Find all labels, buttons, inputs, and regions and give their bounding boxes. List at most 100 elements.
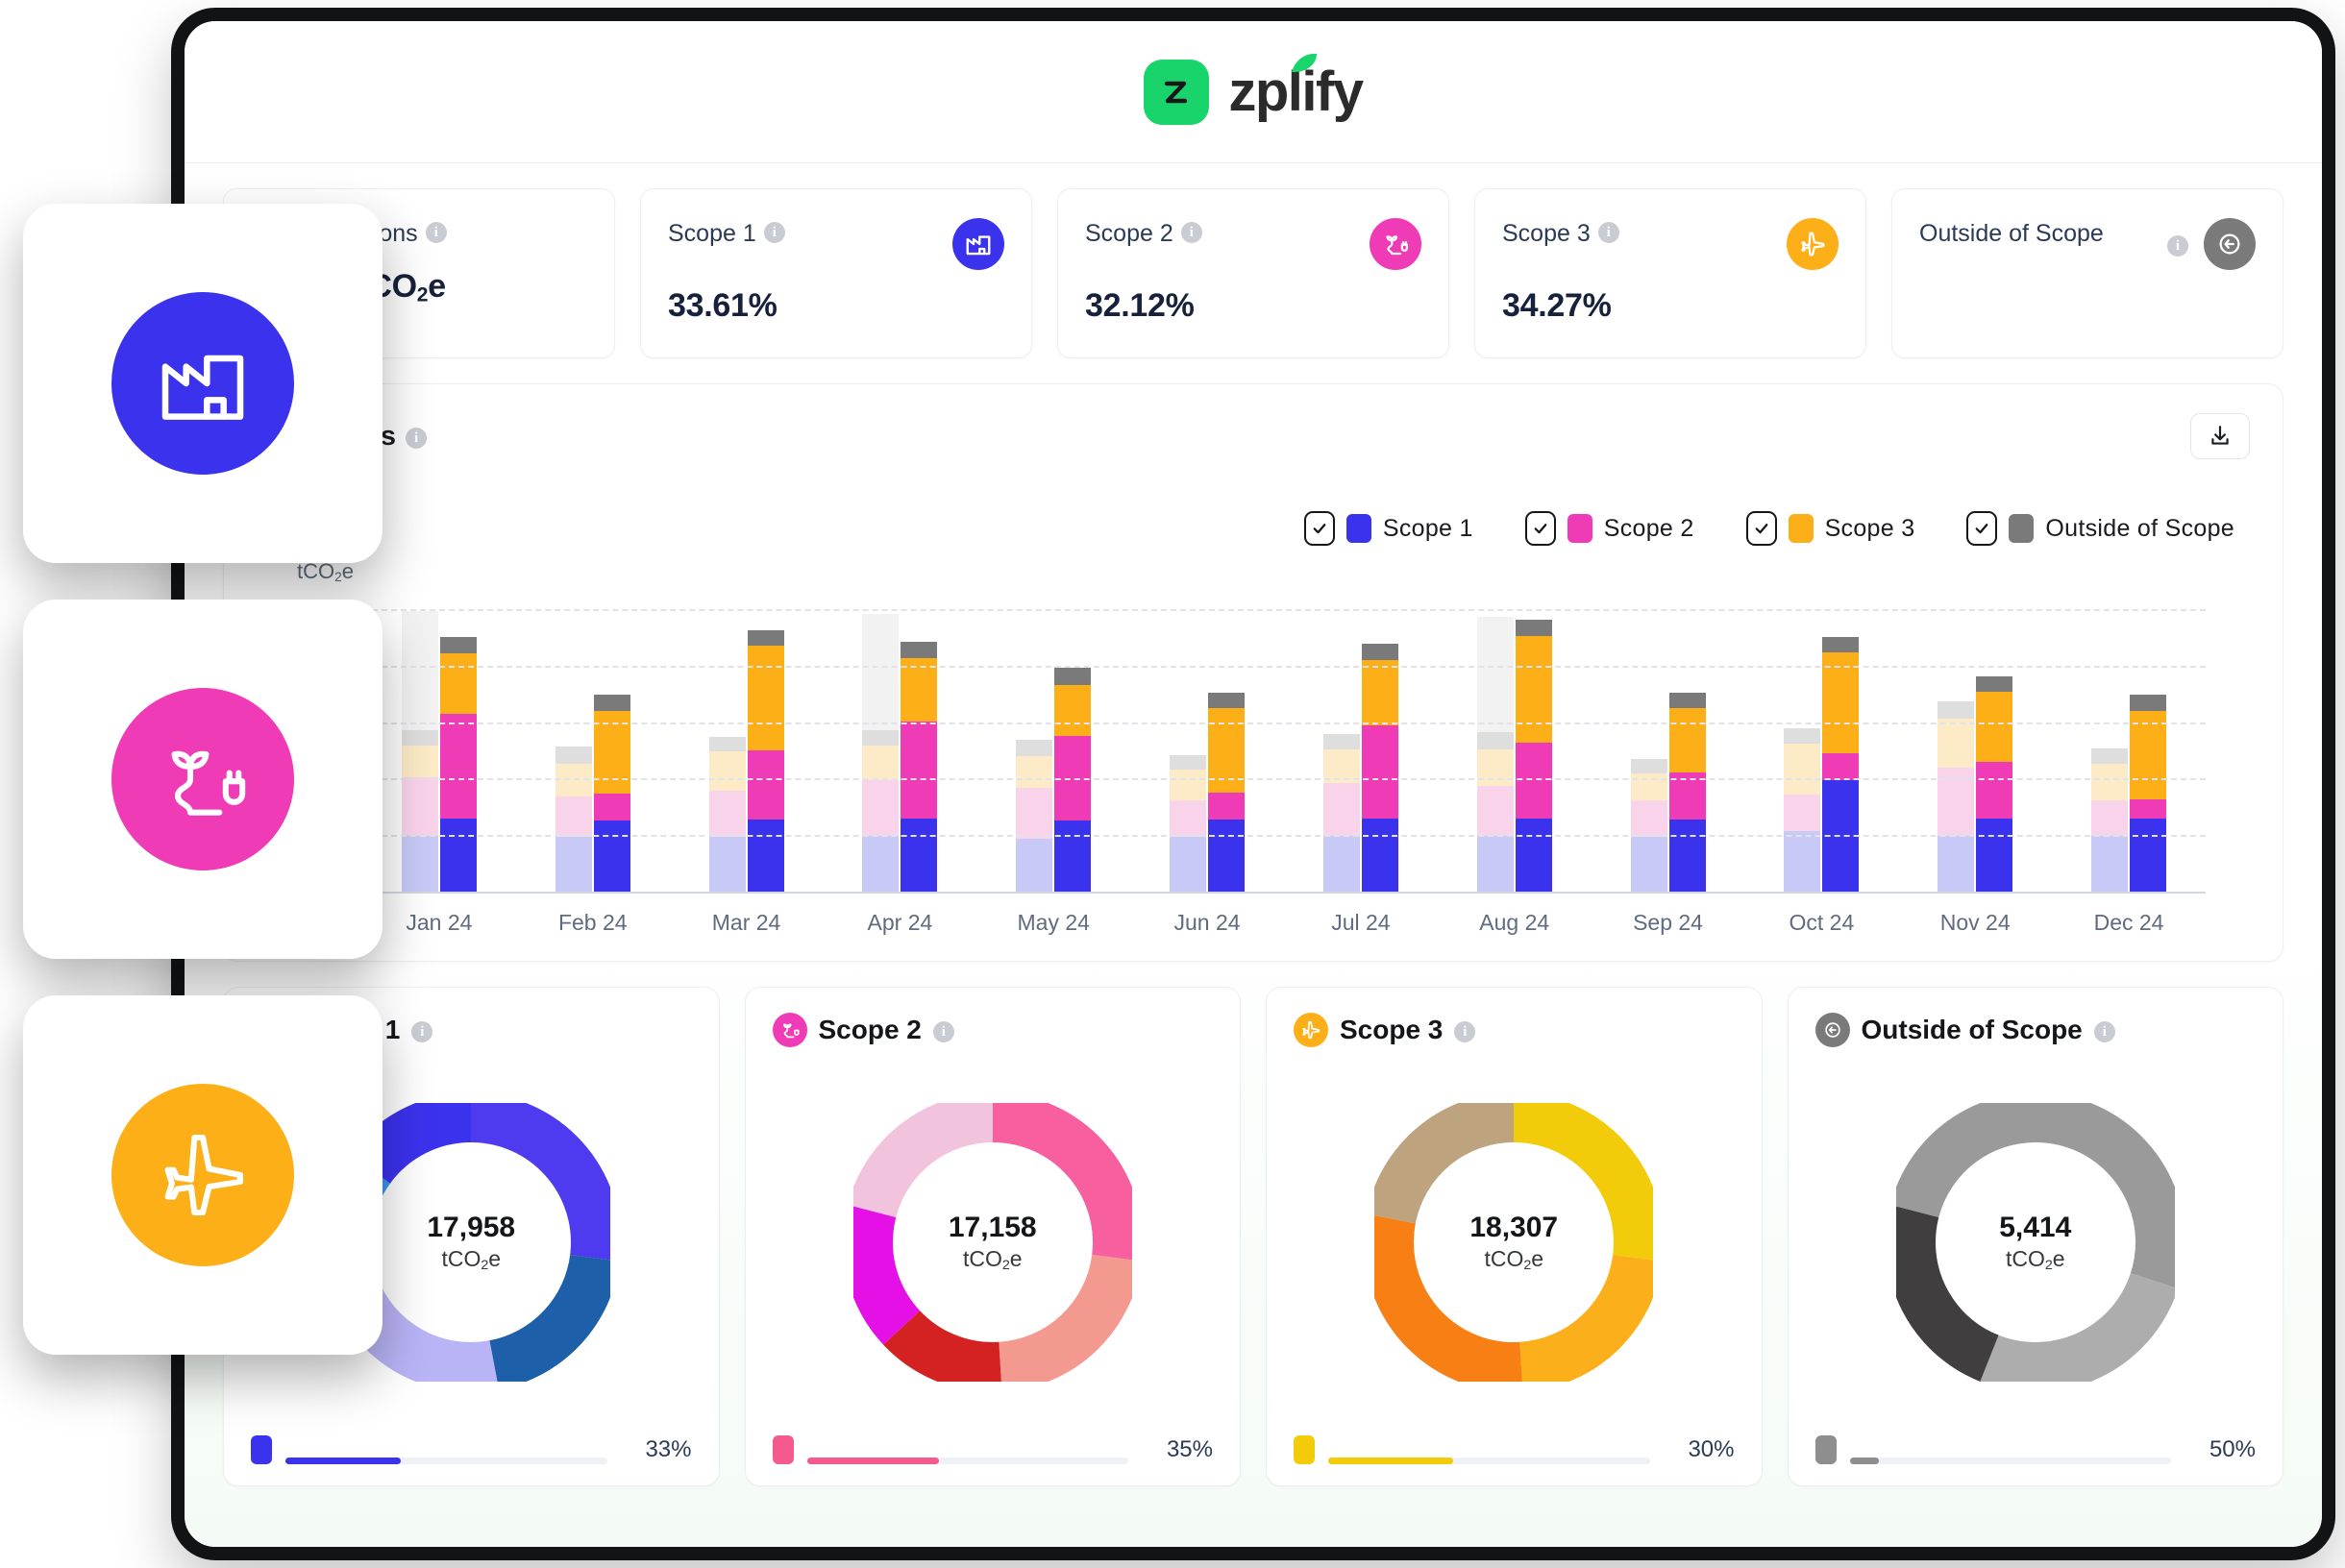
emissions-bar[interactable] (747, 630, 784, 894)
factory-icon (111, 292, 294, 475)
floating-card-scope-1[interactable] (23, 204, 383, 563)
kpi-label: Scope 3 i (1502, 218, 1619, 251)
donut-segment[interactable] (1895, 1103, 2175, 1382)
emissions-bar[interactable] (1822, 636, 1860, 894)
legend-item[interactable]: Outside of Scope (1966, 511, 2234, 546)
donut-segment[interactable] (332, 1103, 611, 1382)
bar-segment (1668, 707, 1706, 773)
emissions-bar[interactable] (1515, 619, 1552, 894)
donut-segment[interactable] (852, 1103, 1132, 1382)
legend-checkbox[interactable] (1745, 511, 1777, 546)
info-icon[interactable]: i (932, 1021, 954, 1042)
info-icon[interactable]: i (1597, 222, 1619, 243)
bar-segment (1208, 793, 1246, 820)
footer-percentage: 50% (2209, 1436, 2256, 1462)
emissions-bar[interactable] (1054, 668, 1092, 894)
chart-month-group[interactable] (1438, 611, 1592, 894)
kpi-card-scope-2[interactable]: Scope 2 i (1057, 188, 1449, 358)
donut-segment[interactable] (1374, 1103, 1654, 1382)
emissions-bar[interactable] (1668, 692, 1706, 894)
bar-segment (593, 820, 630, 894)
gridline: 600 (313, 712, 2206, 736)
floating-card-scope-2[interactable] (23, 600, 383, 959)
x-axis-tick-label: Feb 24 (557, 910, 628, 935)
bar-segment (439, 636, 477, 654)
emissions-bar[interactable] (1208, 692, 1246, 894)
info-icon[interactable]: i (2093, 1021, 2115, 1042)
kpi-card-outside-of-scope[interactable]: Outside of Scope i (1891, 188, 2283, 358)
info-icon[interactable]: i (406, 428, 428, 449)
donut-card[interactable]: Scope 3 i 18,307 tCO2e 30% (1266, 987, 1763, 1486)
bar-segment (555, 747, 592, 764)
bar-segment (1322, 835, 1360, 894)
bar-segment (1322, 733, 1360, 750)
bar-segment (1476, 786, 1514, 836)
baseline-bar (1938, 701, 1975, 894)
footer-progress-bar (1328, 1457, 1650, 1464)
info-icon[interactable]: i (1180, 222, 1202, 243)
legend-item[interactable]: Scope 3 (1745, 511, 1915, 546)
app-viewport: zplify Total Emissions i (185, 21, 2322, 1547)
kpi-card-scope-1[interactable]: Scope 1 i 33.61% (640, 188, 1032, 358)
x-axis-tick-label: Mar 24 (711, 910, 781, 935)
donut-segment[interactable] (1895, 1103, 2175, 1382)
legend-checkbox[interactable] (1524, 511, 1556, 546)
footer-swatch (1814, 1435, 1837, 1464)
floating-card-scope-3[interactable] (23, 995, 383, 1355)
chart-month-group[interactable] (1130, 611, 1284, 894)
info-icon[interactable]: i (1454, 1021, 1476, 1042)
chart-month-group[interactable] (2052, 611, 2206, 894)
bar-segment (747, 646, 784, 750)
bar-segment (401, 611, 438, 730)
bar-segment (1361, 643, 1398, 661)
donut-card[interactable]: Scope 2 i 17,158 tCO2e 35% (744, 987, 1241, 1486)
bar-segment (1784, 744, 1821, 796)
legend-item[interactable]: Scope 2 (1524, 511, 1694, 546)
airplane-icon (111, 1084, 294, 1266)
info-icon[interactable]: i (2167, 235, 2188, 257)
legend-item[interactable]: Scope 1 (1303, 511, 1473, 546)
chart-month-group[interactable] (516, 611, 670, 894)
baseline-bar (1476, 616, 1514, 894)
donut-segment[interactable] (852, 1103, 1132, 1382)
chart-month-group[interactable] (1898, 611, 2052, 894)
emissions-bar[interactable] (593, 694, 630, 894)
donut-segment[interactable] (852, 1103, 1132, 1382)
chart-month-group[interactable] (1592, 611, 1745, 894)
donut-segment[interactable] (1895, 1103, 2175, 1382)
baseline-bar (1170, 754, 1207, 894)
emissions-bar[interactable] (439, 636, 477, 894)
bar-segment (401, 835, 438, 894)
chart-month-group[interactable] (823, 611, 976, 894)
emissions-bar[interactable] (901, 642, 938, 894)
bar-segment (1476, 732, 1514, 750)
donut-card[interactable]: Outside of Scope i 5,414 tCO2e 50% (1787, 987, 2283, 1486)
y-axis-unit-tail: e (341, 559, 354, 583)
chart-month-group[interactable] (1744, 611, 1898, 894)
info-icon[interactable]: i (425, 222, 447, 243)
bar-segment (1822, 780, 1860, 894)
bar-segment (862, 780, 900, 836)
brand-logo[interactable]: zplify (1144, 53, 1364, 125)
info-icon[interactable]: i (763, 222, 785, 243)
info-icon[interactable]: i (411, 1021, 433, 1042)
bar-segment (2130, 694, 2167, 712)
emissions-bar[interactable] (1976, 675, 2013, 894)
donut-segment[interactable] (1374, 1103, 1654, 1382)
donut-chart: 5,414 tCO2e (1895, 1103, 2175, 1382)
chart-month-group[interactable] (976, 611, 1130, 894)
chart-month-group[interactable] (1284, 611, 1438, 894)
footer-progress-fill (1849, 1457, 1879, 1464)
chart-month-group[interactable] (362, 611, 516, 894)
legend-checkbox[interactable] (1966, 511, 1998, 546)
chart-month-group[interactable] (670, 611, 824, 894)
emissions-bar[interactable] (1361, 643, 1398, 894)
download-button[interactable] (2190, 413, 2250, 459)
kpi-card-scope-3[interactable]: Scope 3 i 34.27% (1474, 188, 1866, 358)
kpi-label: Outside of Scope (1919, 220, 2104, 247)
bar-segment (2130, 819, 2167, 894)
emissions-bar[interactable] (2130, 694, 2167, 894)
legend-checkbox[interactable] (1303, 511, 1335, 546)
donut-segment[interactable] (332, 1103, 611, 1382)
